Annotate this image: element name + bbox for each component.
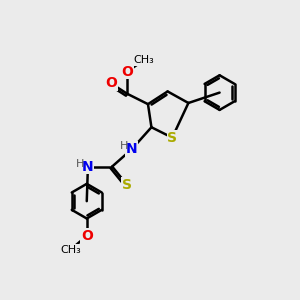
- Text: CH₃: CH₃: [60, 245, 81, 255]
- Text: S: S: [167, 130, 177, 145]
- Text: S: S: [122, 178, 132, 192]
- Text: N: N: [82, 160, 94, 173]
- Text: CH₃: CH₃: [133, 55, 154, 65]
- Text: H: H: [76, 159, 85, 169]
- Text: H: H: [120, 141, 129, 152]
- Text: O: O: [121, 65, 133, 79]
- Text: O: O: [105, 76, 117, 90]
- Text: O: O: [81, 229, 93, 243]
- Text: N: N: [126, 142, 138, 156]
